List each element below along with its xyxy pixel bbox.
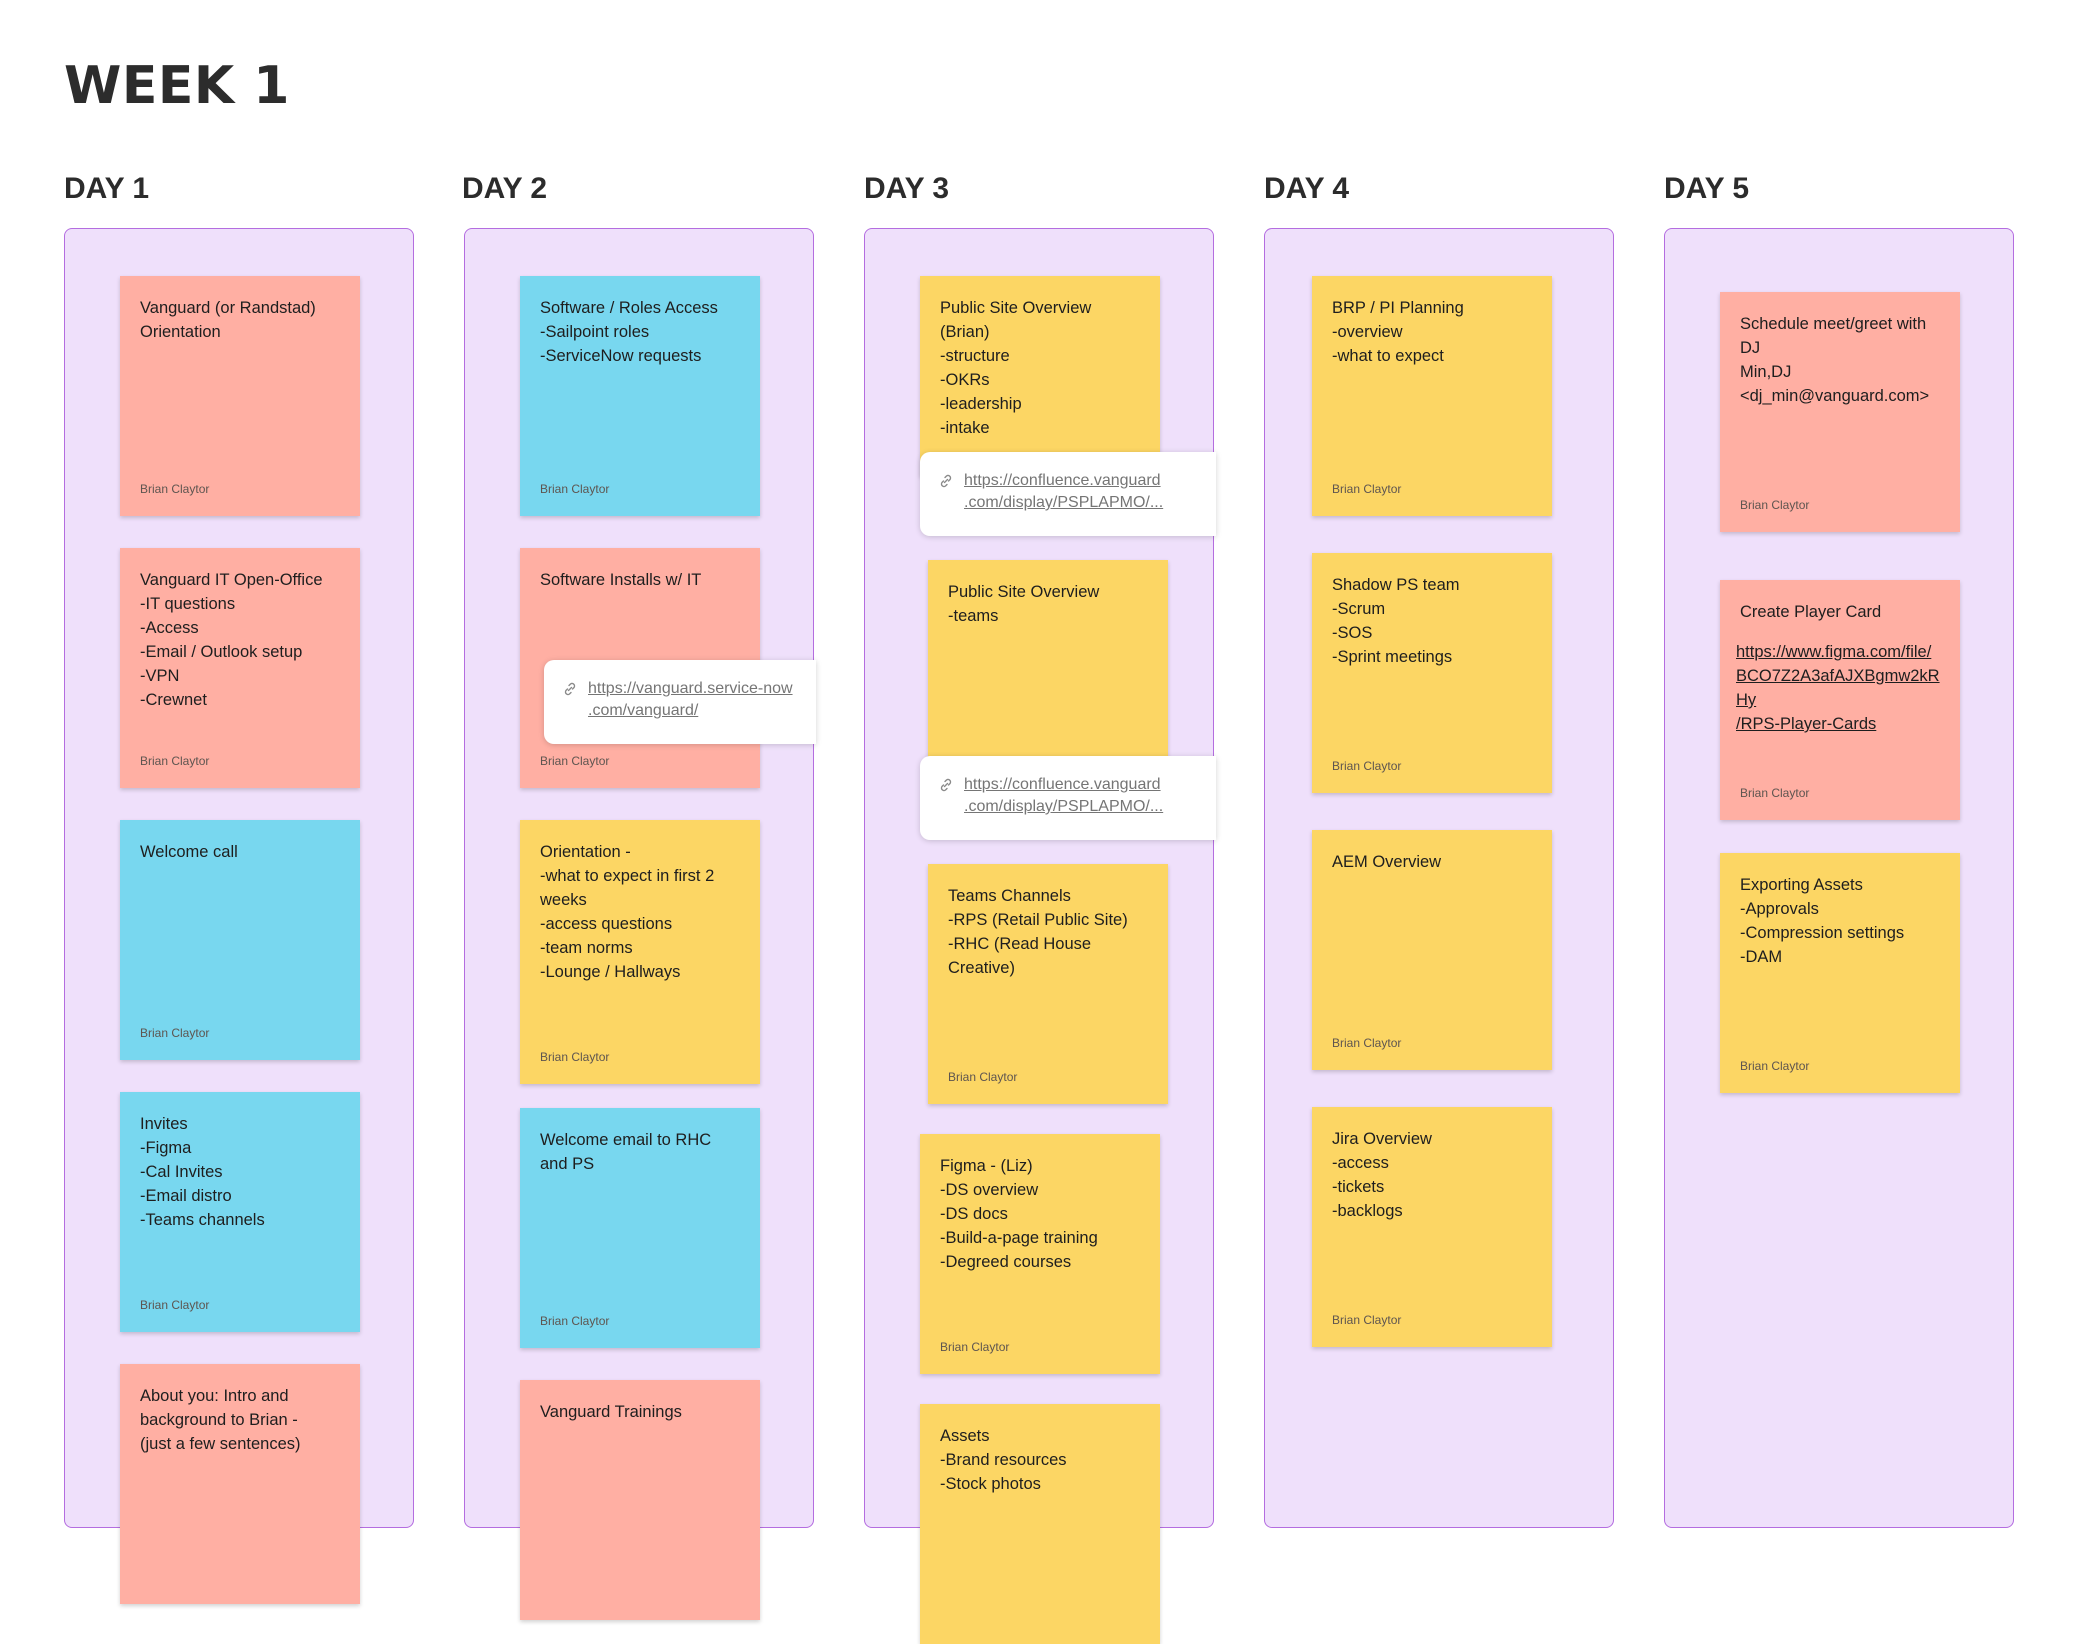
sticky-author: Brian Claytor — [140, 1026, 210, 1040]
sticky-note[interactable]: Vanguard (or Randstad) Orientation Brian… — [120, 276, 360, 516]
sticky-author: Brian Claytor — [1332, 1313, 1402, 1327]
sticky-text: Invites -Figma -Cal Invites -Email distr… — [140, 1115, 265, 1229]
sticky-note[interactable]: About you: Intro and background to Brian… — [120, 1364, 360, 1604]
sticky-author: Brian Claytor — [948, 1070, 1018, 1084]
day-4-title: DAY 4 — [1264, 172, 1350, 205]
sticky-note[interactable]: Public Site Overview -teams — [928, 560, 1168, 760]
sticky-author: Brian Claytor — [540, 482, 610, 496]
sticky-note[interactable]: Vanguard IT Open-Office -IT questions -A… — [120, 548, 360, 788]
sticky-author: Brian Claytor — [140, 1298, 210, 1312]
sticky-text: Orientation - -what to expect in first 2… — [540, 843, 715, 981]
day-3-title: DAY 3 — [864, 172, 950, 205]
sticky-text: Jira Overview -access -tickets -backlogs — [1332, 1130, 1432, 1220]
sticky-note[interactable]: Vanguard Trainings — [520, 1380, 760, 1620]
link-url[interactable]: https://confluence.vanguard .com/display… — [964, 472, 1164, 511]
sticky-author: Brian Claytor — [140, 482, 210, 496]
sticky-text: Shadow PS team -Scrum -SOS -Sprint meeti… — [1332, 576, 1460, 666]
sticky-author: Brian Claytor — [1332, 759, 1402, 773]
link-icon — [940, 778, 952, 792]
sticky-text: Exporting Assets -Approvals -Compression… — [1740, 876, 1905, 966]
sticky-note[interactable]: Welcome email to RHC and PS Brian Clayto… — [520, 1108, 760, 1348]
sticky-note[interactable]: Exporting Assets -Approvals -Compression… — [1720, 853, 1960, 1093]
sticky-author: Brian Claytor — [1740, 1059, 1810, 1073]
sticky-author: Brian Claytor — [940, 1340, 1010, 1354]
link-icon — [564, 682, 576, 696]
sticky-author: Brian Claytor — [540, 754, 610, 768]
sticky-text: AEM Overview — [1332, 853, 1442, 871]
link-preview-card[interactable]: https://confluence.vanguard .com/display… — [920, 452, 1216, 536]
sticky-author: Brian Claytor — [540, 1314, 610, 1328]
sticky-text: Vanguard Trainings — [540, 1403, 682, 1421]
sticky-author: Brian Claytor — [140, 754, 210, 768]
sticky-note[interactable]: Figma - (Liz) -DS overview -DS docs -Bui… — [920, 1134, 1160, 1374]
sticky-text: Public Site Overview -teams — [948, 583, 1100, 625]
sticky-note[interactable]: Teams Channels -RPS (Retail Public Site)… — [928, 864, 1168, 1104]
sticky-text: Teams Channels -RPS (Retail Public Site)… — [948, 887, 1128, 977]
sticky-text: Schedule meet/greet with DJ Min,DJ <dj_m… — [1740, 315, 1930, 405]
sticky-note[interactable]: Shadow PS team -Scrum -SOS -Sprint meeti… — [1312, 553, 1552, 793]
sticky-text: Welcome email to RHC and PS — [540, 1131, 712, 1173]
figma-file-link[interactable]: https://www.figma.com/file/ BCO7Z2A3afAJ… — [1736, 643, 1940, 733]
sticky-note[interactable]: AEM Overview Brian Claytor — [1312, 830, 1552, 1070]
sticky-text: Figma - (Liz) -DS overview -DS docs -Bui… — [940, 1157, 1098, 1271]
sticky-author: Brian Claytor — [1332, 1036, 1402, 1050]
sticky-text: BRP / PI Planning -overview -what to exp… — [1332, 299, 1464, 365]
link-icon — [940, 474, 952, 488]
sticky-note[interactable]: Software / Roles Access -Sailpoint roles… — [520, 276, 760, 516]
sticky-note[interactable]: Welcome call Brian Claytor — [120, 820, 360, 1060]
sticky-text: Vanguard (or Randstad) Orientation — [140, 299, 316, 341]
sticky-note[interactable]: Invites -Figma -Cal Invites -Email distr… — [120, 1092, 360, 1332]
sticky-author: Brian Claytor — [1740, 498, 1810, 512]
day-2-title: DAY 2 — [462, 172, 548, 205]
sticky-text: Software / Roles Access -Sailpoint roles… — [540, 299, 718, 365]
link-url[interactable]: https://confluence.vanguard .com/display… — [964, 776, 1164, 815]
link-preview-card[interactable]: https://confluence.vanguard .com/display… — [920, 756, 1216, 840]
sticky-note[interactable]: Public Site Overview (Brian) -structure … — [920, 276, 1160, 476]
sticky-text: About you: Intro and background to Brian… — [140, 1387, 301, 1453]
week-title: WEEK 1 — [64, 56, 290, 116]
sticky-text: Assets -Brand resources -Stock photos — [940, 1427, 1067, 1493]
sticky-author: Brian Claytor — [1332, 482, 1402, 496]
sticky-note[interactable]: BRP / PI Planning -overview -what to exp… — [1312, 276, 1552, 516]
sticky-text: Public Site Overview (Brian) -structure … — [940, 299, 1092, 437]
link-preview-card[interactable]: https://vanguard.service-now .com/vangua… — [544, 660, 816, 744]
sticky-text: Welcome call — [140, 843, 238, 861]
sticky-text: Vanguard IT Open-Office -IT questions -A… — [140, 571, 323, 709]
sticky-note[interactable]: Orientation - -what to expect in first 2… — [520, 820, 760, 1084]
sticky-note[interactable]: Jira Overview -access -tickets -backlogs… — [1312, 1107, 1552, 1347]
sticky-note[interactable]: Schedule meet/greet with DJ Min,DJ <dj_m… — [1720, 292, 1960, 532]
sticky-author: Brian Claytor — [1740, 786, 1810, 800]
sticky-text: Create Player Card — [1740, 603, 1882, 621]
sticky-author: Brian Claytor — [540, 1050, 610, 1064]
sticky-note[interactable]: Create Player Card https://www.figma.com… — [1720, 580, 1960, 820]
sticky-text: Software Installs w/ IT — [540, 571, 702, 589]
day-1-title: DAY 1 — [64, 172, 150, 205]
day-5-title: DAY 5 — [1664, 172, 1750, 205]
link-url[interactable]: https://vanguard.service-now .com/vangua… — [588, 680, 793, 719]
sticky-note[interactable]: Assets -Brand resources -Stock photos — [920, 1404, 1160, 1644]
